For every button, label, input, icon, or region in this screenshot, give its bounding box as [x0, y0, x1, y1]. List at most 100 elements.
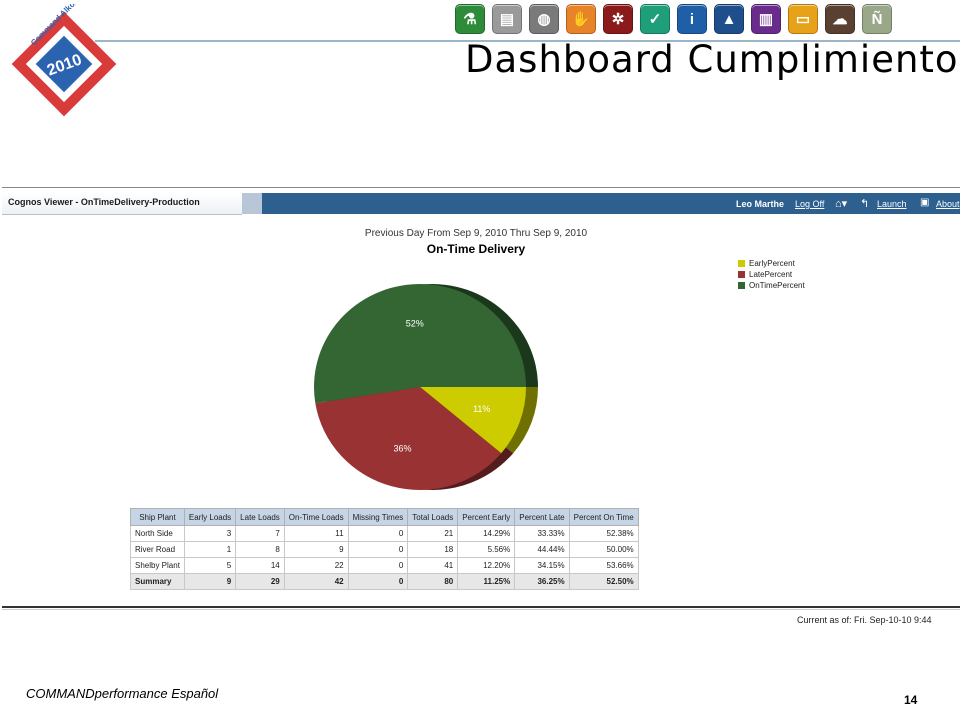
table-cell: 0 [347, 557, 409, 574]
top-icon-bar: ⚗ ▤ ◍ ✋ ✲ ✓ i ▲ ▥ ▭ ☁ Ñ [455, 4, 892, 36]
column-header: Missing Times [347, 508, 409, 526]
pie-slice-ontimepercent [314, 284, 526, 404]
column-header: Percent Early [457, 508, 516, 526]
table-cell: 52.38% [568, 525, 639, 542]
table-cell: 29 [235, 573, 285, 590]
pie-slices [314, 284, 526, 490]
report-bottom-rule-shadow [2, 609, 960, 610]
hand-icon[interactable]: ✋ [566, 4, 596, 34]
legend-swatch [738, 270, 745, 278]
column-header: Total Loads [407, 508, 459, 526]
legend-swatch [738, 281, 745, 289]
table-cell: 18 [407, 541, 459, 558]
legend-label: EarlyPercent [749, 258, 795, 268]
legend-swatch [738, 259, 745, 267]
window-icon[interactable]: ▭ [788, 4, 818, 34]
table-cell: 44.44% [514, 541, 570, 558]
table-cell: 34.15% [514, 557, 570, 574]
viewer-user-bar [262, 193, 960, 214]
launch-menu[interactable]: Launch [877, 199, 907, 209]
legend-item-ontimepercent: OnTimePercent [738, 280, 805, 290]
viewer-title-area: Cognos Viewer - OnTimeDelivery-Productio… [2, 193, 242, 215]
column-header: Percent On Time [568, 508, 639, 526]
table-cell: 0 [347, 541, 409, 558]
viewer-separator [242, 193, 262, 214]
table-cell: River Road [130, 541, 185, 558]
column-header: Ship Plant [130, 508, 185, 526]
column-header: Late Loads [235, 508, 285, 526]
table-cell: 52.50% [568, 573, 639, 590]
road-icon[interactable]: ▤ [492, 4, 522, 34]
legend-item-earlypercent: EarlyPercent [738, 258, 805, 268]
slide-title: Dashboard Cumplimiento [465, 38, 959, 81]
table-cell: 22 [283, 557, 349, 574]
user-name: Leo Marthe [736, 199, 785, 209]
table-cell: 1 [183, 541, 237, 558]
about-icon[interactable]: ▣ [920, 197, 930, 208]
table-cell: 33.33% [514, 525, 570, 542]
chart-legend: EarlyPercent LatePercent OnTimePercent [738, 258, 805, 291]
table-header-row: Ship Plant Early Loads Late Loads On-Time L… [130, 508, 639, 526]
current-as-of: Current as of: Fri. Sep-10-10 9:44 [797, 615, 932, 625]
flask-icon[interactable]: ⚗ [455, 4, 485, 34]
cloud-icon[interactable]: ☁ [825, 4, 855, 34]
table-cell: Summary [130, 573, 185, 590]
column-header: Early Loads [183, 508, 237, 526]
summary-row: Summary 9 29 42 0 80 11.25% 36.25% 52.50% [130, 573, 639, 590]
pie-slice-latepercent [315, 387, 502, 490]
pie-slice-earlypercent [420, 387, 526, 454]
column-header: On-Time Loads [283, 508, 349, 526]
gears-icon[interactable]: ✲ [603, 4, 633, 34]
header-divider [95, 40, 960, 42]
table-cell: 3 [183, 525, 237, 542]
table-cell: 21 [407, 525, 459, 542]
n-tilde-icon[interactable]: Ñ [862, 4, 892, 34]
pie-label-ontimepercent: 52% [406, 318, 424, 328]
presenter-icon[interactable]: ▲ [714, 4, 744, 34]
check-icon[interactable]: ✓ [640, 4, 670, 34]
table-cell: 42 [283, 573, 349, 590]
table-cell: 7 [235, 525, 285, 542]
table-cell: 41 [407, 557, 459, 574]
table-cell: 14 [235, 557, 285, 574]
about-link[interactable]: About [936, 199, 960, 209]
home-icon[interactable]: ⌂▾ [835, 198, 848, 210]
table-row: North Side 3 7 11 0 21 14.29% 33.33% 52.38% [130, 525, 639, 542]
column-header: Percent Late [514, 508, 570, 526]
pie-label-latepercent: 36% [393, 444, 411, 454]
panels-icon[interactable]: ▥ [751, 4, 781, 34]
info-icon[interactable]: i [677, 4, 707, 34]
table-cell: 5 [183, 557, 237, 574]
viewer-title: Cognos Viewer - OnTimeDelivery-Productio… [8, 197, 200, 207]
chart-title: On-Time Delivery [426, 242, 526, 256]
table-row: Shelby Plant 5 14 22 0 41 12.20% 34.15% 53.66% [130, 557, 639, 574]
command-alkon-2010-logo: 2010 Command Alkon Customer Conference [11, 4, 117, 117]
table-cell: 8 [235, 541, 285, 558]
table-row: River Road 1 8 9 0 18 5.56% 44.44% 50.00% [130, 541, 639, 558]
log-off-link[interactable]: Log Off [795, 199, 825, 209]
page-number: 14 [904, 693, 918, 707]
viewer-top-border [2, 187, 960, 188]
on-time-delivery-pie: 11% 36% 52% [314, 284, 538, 490]
report-bottom-rule [2, 606, 960, 608]
slide-footer: COMMANDperformance Español [26, 686, 219, 701]
legend-label: LatePercent [749, 269, 793, 279]
table-cell: 0 [347, 573, 409, 590]
table-cell: 53.66% [568, 557, 639, 574]
table-cell: Shelby Plant [130, 557, 185, 574]
globe-icon[interactable]: ◍ [529, 4, 559, 34]
pie-label-earlypercent: 11% [473, 404, 490, 414]
report-date-range: Previous Day From Sep 9, 2010 Thru Sep 9… [364, 228, 588, 239]
table-cell: 36.25% [514, 573, 570, 590]
table-cell: 9 [183, 573, 237, 590]
table-cell: 0 [347, 525, 409, 542]
table-cell: 11.25% [457, 573, 516, 590]
legend-label: OnTimePercent [749, 280, 805, 290]
pie-labels: 11% 36% 52% [393, 318, 490, 453]
table-cell: 11 [283, 525, 349, 542]
table-cell: 9 [283, 541, 349, 558]
delivery-table: Ship Plant Early Loads Late Loads On-Time L… [130, 508, 639, 590]
return-icon[interactable]: ↰ [860, 198, 870, 210]
table-cell: 14.29% [457, 525, 516, 542]
table-cell: 80 [407, 573, 459, 590]
